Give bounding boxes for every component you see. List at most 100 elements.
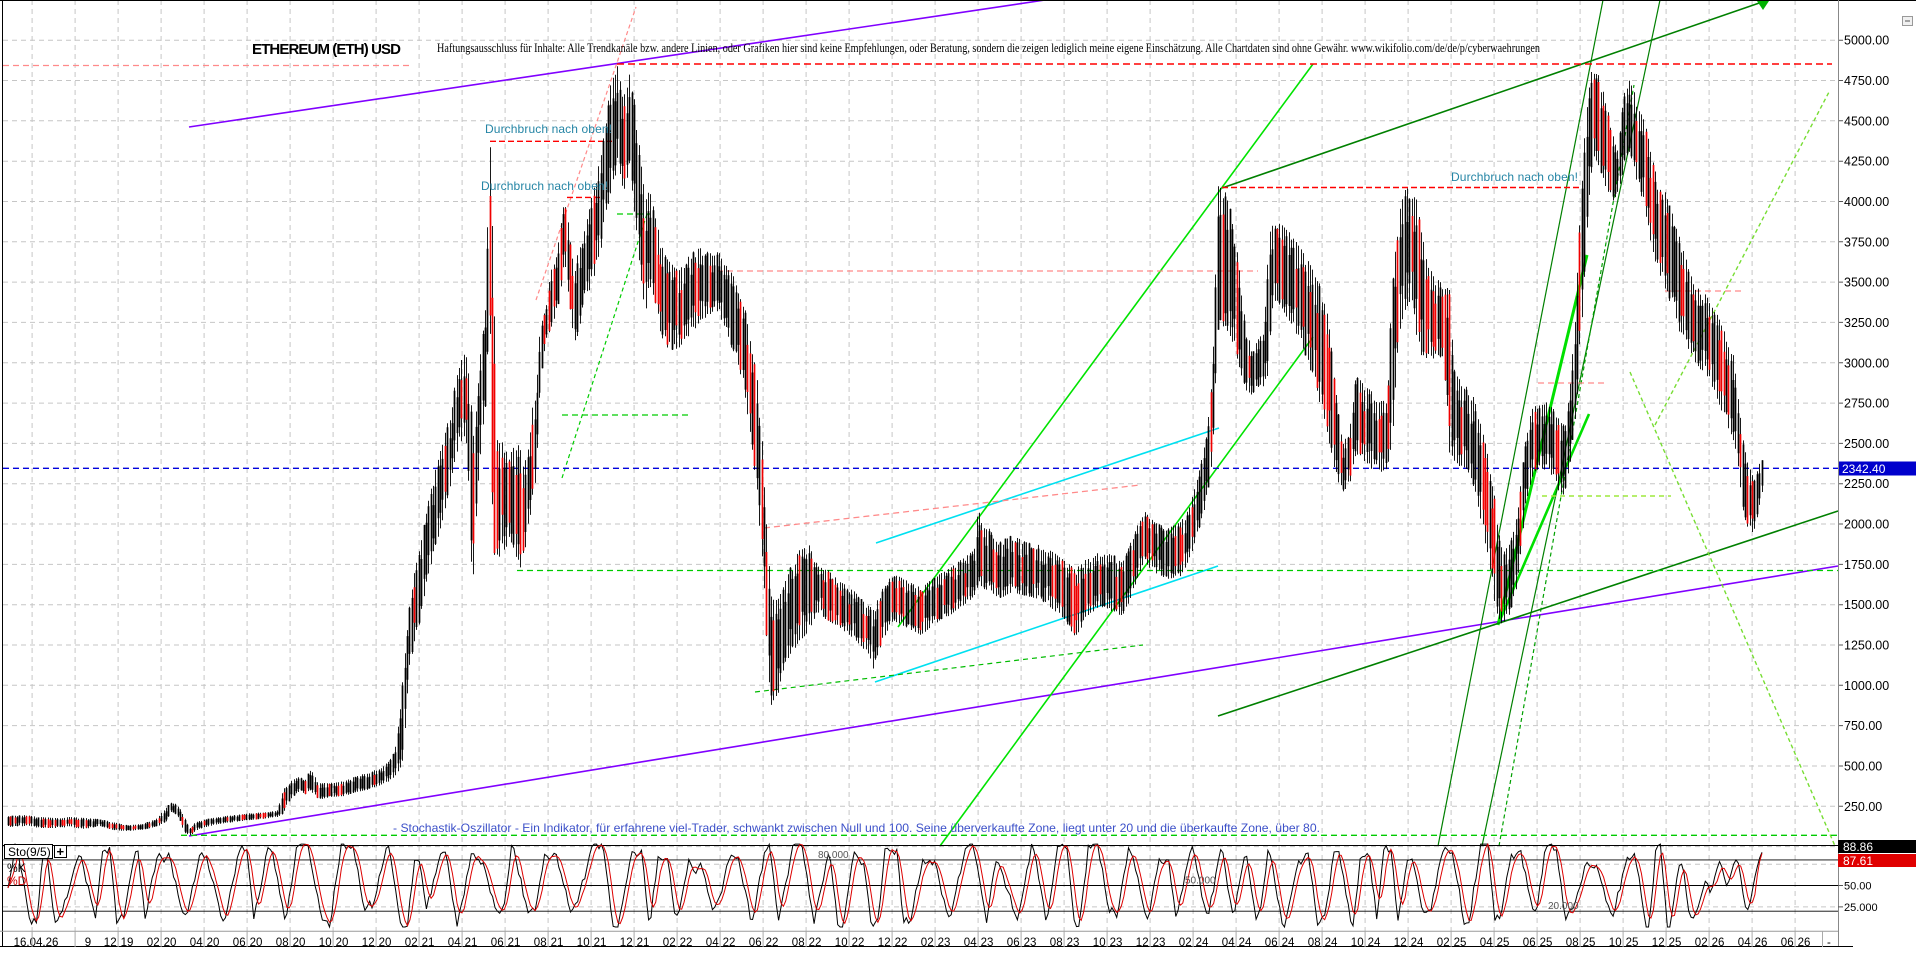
svg-text:02: 02 <box>921 937 934 948</box>
svg-text:22: 22 <box>680 937 693 948</box>
svg-text:04: 04 <box>964 937 977 948</box>
svg-text:06: 06 <box>1781 937 1794 948</box>
svg-text:50.000: 50.000 <box>1185 876 1216 887</box>
svg-text:50.00: 50.00 <box>1844 881 1872 893</box>
svg-text:20: 20 <box>336 937 349 948</box>
svg-text:10: 10 <box>319 937 332 948</box>
svg-text:5000.00: 5000.00 <box>1844 34 1889 48</box>
svg-text:25: 25 <box>1669 937 1682 948</box>
svg-text:4500.00: 4500.00 <box>1844 114 1889 128</box>
svg-text:20.000: 20.000 <box>1548 901 1579 912</box>
svg-text:06: 06 <box>491 937 504 948</box>
svg-text:26: 26 <box>1798 937 1811 948</box>
svg-text:04: 04 <box>706 937 719 948</box>
svg-text:22: 22 <box>852 937 865 948</box>
svg-text:25: 25 <box>1497 937 1510 948</box>
svg-text:25: 25 <box>1626 937 1639 948</box>
svg-text:02: 02 <box>147 937 160 948</box>
svg-text:Haftungsausschluss für Inhalte: Haftungsausschluss für Inhalte: Alle Tre… <box>437 41 1541 55</box>
svg-text:+: + <box>57 844 65 859</box>
svg-text:06: 06 <box>1265 937 1278 948</box>
svg-text:08: 08 <box>534 937 547 948</box>
svg-text:04: 04 <box>448 937 461 948</box>
svg-text:3750.00: 3750.00 <box>1844 235 1889 249</box>
svg-text:750.00: 750.00 <box>1844 719 1882 733</box>
svg-text:12: 12 <box>620 937 633 948</box>
svg-text:21: 21 <box>551 937 564 948</box>
svg-text:9: 9 <box>85 937 91 948</box>
svg-text:04: 04 <box>1222 937 1235 948</box>
svg-text:10: 10 <box>835 937 848 948</box>
svg-text:02: 02 <box>663 937 676 948</box>
svg-text:12: 12 <box>362 937 375 948</box>
svg-text:21: 21 <box>594 937 607 948</box>
svg-text:08: 08 <box>276 937 289 948</box>
svg-text:06: 06 <box>1007 937 1020 948</box>
svg-text:06: 06 <box>749 937 762 948</box>
svg-text:25: 25 <box>1583 937 1596 948</box>
svg-text:23: 23 <box>938 937 951 948</box>
svg-text:3000.00: 3000.00 <box>1844 356 1889 370</box>
svg-text:4000.00: 4000.00 <box>1844 195 1889 209</box>
svg-text:2250.00: 2250.00 <box>1844 477 1889 491</box>
svg-text:21: 21 <box>422 937 435 948</box>
svg-text:04: 04 <box>1738 937 1751 948</box>
svg-text:25: 25 <box>1540 937 1553 948</box>
svg-text:20: 20 <box>379 937 392 948</box>
svg-text:10: 10 <box>1609 937 1622 948</box>
svg-text:25.000: 25.000 <box>1844 902 1878 914</box>
svg-text:Durchbruch nach oben!: Durchbruch nach oben! <box>485 122 612 136</box>
svg-text:20: 20 <box>164 937 177 948</box>
svg-text:16.04.26: 16.04.26 <box>14 937 59 948</box>
svg-text:2750.00: 2750.00 <box>1844 397 1889 411</box>
svg-text:22: 22 <box>723 937 736 948</box>
svg-text:06: 06 <box>233 937 246 948</box>
svg-text:2500.00: 2500.00 <box>1844 437 1889 451</box>
svg-text:24: 24 <box>1239 937 1252 948</box>
svg-text:250.00: 250.00 <box>1844 800 1882 814</box>
svg-text:23: 23 <box>1067 937 1080 948</box>
svg-text:12: 12 <box>878 937 891 948</box>
svg-text:02: 02 <box>1437 937 1450 948</box>
svg-text:Durchbruch nach oben!: Durchbruch nach oben! <box>1451 170 1578 184</box>
svg-text:25: 25 <box>1454 937 1467 948</box>
svg-text:21: 21 <box>637 937 650 948</box>
svg-text:23: 23 <box>1024 937 1037 948</box>
svg-text:4250.00: 4250.00 <box>1844 155 1889 169</box>
svg-text:23: 23 <box>981 937 994 948</box>
svg-text:12: 12 <box>104 937 117 948</box>
svg-text:24: 24 <box>1282 937 1295 948</box>
svg-text:10: 10 <box>1351 937 1364 948</box>
svg-text:20: 20 <box>207 937 220 948</box>
svg-text:24: 24 <box>1368 937 1381 948</box>
svg-text:87.61: 87.61 <box>1843 854 1873 868</box>
svg-text:08: 08 <box>1308 937 1321 948</box>
svg-text:-: - <box>1827 937 1831 948</box>
svg-text:3500.00: 3500.00 <box>1844 276 1889 290</box>
svg-text:%K: %K <box>7 861 26 875</box>
svg-text:1750.00: 1750.00 <box>1844 558 1889 572</box>
svg-text:21: 21 <box>508 937 521 948</box>
svg-text:88.86: 88.86 <box>1843 840 1873 854</box>
svg-text:20: 20 <box>250 937 263 948</box>
svg-text:1500.00: 1500.00 <box>1844 598 1889 612</box>
svg-text:22: 22 <box>895 937 908 948</box>
svg-text:10: 10 <box>1093 937 1106 948</box>
svg-text:02: 02 <box>1695 937 1708 948</box>
svg-text:ETHEREUM (ETH) USD: ETHEREUM (ETH) USD <box>252 41 401 58</box>
svg-text:12: 12 <box>1652 937 1665 948</box>
svg-text:22: 22 <box>809 937 822 948</box>
svg-text:26: 26 <box>1755 937 1768 948</box>
svg-text:26: 26 <box>1712 937 1725 948</box>
svg-text:500.00: 500.00 <box>1844 760 1882 774</box>
svg-text:80.000: 80.000 <box>818 850 849 861</box>
svg-text:08: 08 <box>792 937 805 948</box>
svg-text:4750.00: 4750.00 <box>1844 74 1889 88</box>
svg-text:04: 04 <box>190 937 203 948</box>
svg-text:24: 24 <box>1325 937 1338 948</box>
svg-text:08: 08 <box>1566 937 1579 948</box>
svg-text:12: 12 <box>1394 937 1407 948</box>
svg-text:08: 08 <box>1050 937 1063 948</box>
svg-text:04: 04 <box>1480 937 1493 948</box>
svg-text:1000.00: 1000.00 <box>1844 679 1889 693</box>
